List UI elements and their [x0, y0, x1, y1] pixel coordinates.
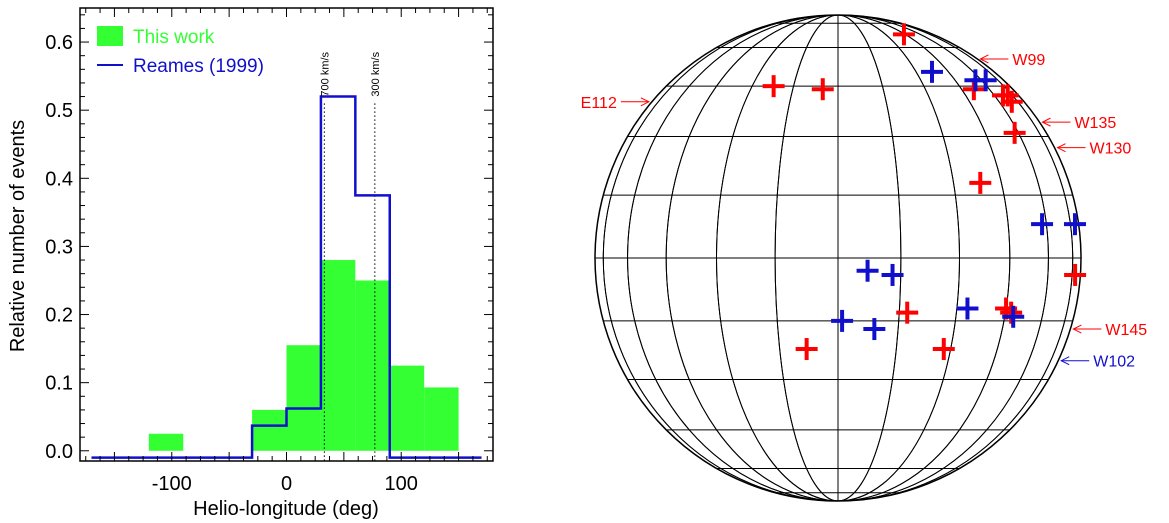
- limb-label: W99: [979, 52, 1045, 69]
- axis-tick-labels: -100 0 100 0.0 0.1 0.2 0.3 0.4 0.5 0.6: [45, 32, 418, 495]
- reames-event-marker: [831, 309, 854, 332]
- reames-event-marker: [974, 69, 997, 92]
- speed-reference-label: 300 km/s: [370, 51, 382, 96]
- legend-this-work-swatch: [97, 26, 123, 46]
- svg-text:W130: W130: [1090, 141, 1132, 158]
- svg-text:W99: W99: [1012, 52, 1045, 69]
- reames-event-marker: [1031, 213, 1054, 236]
- y-tick-label: 0.0: [45, 441, 73, 463]
- limb-label: W130: [1056, 141, 1132, 158]
- this-work-event-marker: [1003, 121, 1026, 144]
- this-work-bar: [389, 365, 425, 451]
- this-work-event-marker: [896, 301, 919, 324]
- svg-text:W102: W102: [1093, 354, 1135, 371]
- y-tick-label: 0.2: [45, 305, 73, 327]
- this-work-event-marker: [892, 23, 915, 46]
- limb-labels: W99 E112 W135 W130 W145 W102: [581, 52, 1148, 371]
- this-work-event-marker: [795, 338, 818, 361]
- this-work-bar: [424, 387, 459, 451]
- this-work-event-marker: [811, 78, 834, 101]
- solar-disk-panel: W99 E112 W135 W130 W145 W102: [581, 14, 1148, 502]
- reames-event-marker: [856, 259, 879, 282]
- speed-reference-labels: 700 km/s 300 km/s: [319, 51, 381, 96]
- speed-reference-label: 700 km/s: [319, 51, 331, 96]
- this-work-event-marker: [1000, 301, 1023, 324]
- this-work-bar: [320, 260, 356, 451]
- legend: This work Reames (1999): [97, 26, 264, 77]
- y-tick-label: 0.5: [45, 100, 73, 122]
- this-work-bar: [148, 433, 184, 451]
- reames-event-marker: [1002, 305, 1025, 328]
- this-work-bars: [148, 260, 459, 451]
- svg-text:W145: W145: [1105, 322, 1147, 339]
- x-tick-label: 100: [385, 473, 418, 495]
- limb-label: W145: [1072, 322, 1147, 339]
- this-work-event-marker: [996, 84, 1019, 107]
- y-tick-label: 0.3: [45, 236, 73, 258]
- event-markers: [762, 23, 1087, 361]
- x-tick-label: -100: [152, 473, 192, 495]
- reames-step-line: [91, 95, 482, 459]
- reames-event-marker: [1063, 213, 1086, 236]
- reames-event-marker: [881, 263, 904, 286]
- limb-label: W102: [1060, 354, 1135, 371]
- this-work-event-marker: [969, 171, 992, 194]
- svg-text:W135: W135: [1074, 115, 1116, 132]
- axis-ticks: [80, 8, 493, 461]
- y-axis-label: Relative number of events: [7, 120, 29, 352]
- y-tick-label: 0.6: [45, 32, 73, 54]
- y-tick-label: 0.1: [45, 373, 73, 395]
- this-work-event-marker: [1064, 263, 1087, 286]
- limb-label: E112: [581, 95, 650, 112]
- this-work-bar: [286, 345, 321, 451]
- this-work-bar: [252, 409, 287, 451]
- solar-limb: [594, 14, 1082, 502]
- y-tick-label: 0.4: [45, 168, 73, 190]
- x-tick-label: 0: [281, 473, 292, 495]
- this-work-bar: [355, 280, 390, 451]
- this-work-event-marker: [762, 75, 785, 98]
- x-axis-label: Helio-longitude (deg): [193, 498, 379, 520]
- limb-label: W135: [1041, 115, 1116, 132]
- legend-reames-label: Reames (1999): [133, 56, 264, 77]
- reames-event-marker: [863, 318, 886, 341]
- reames-event-marker: [921, 60, 944, 83]
- svg-text:E112: E112: [581, 95, 617, 112]
- legend-this-work-label: This work: [133, 27, 215, 48]
- this-work-event-marker: [932, 338, 955, 361]
- histogram-panel: -100 0 100 0.0 0.1 0.2 0.3 0.4 0.5 0.6 700 km/s 30…: [7, 7, 494, 520]
- reames-event-marker: [956, 297, 979, 320]
